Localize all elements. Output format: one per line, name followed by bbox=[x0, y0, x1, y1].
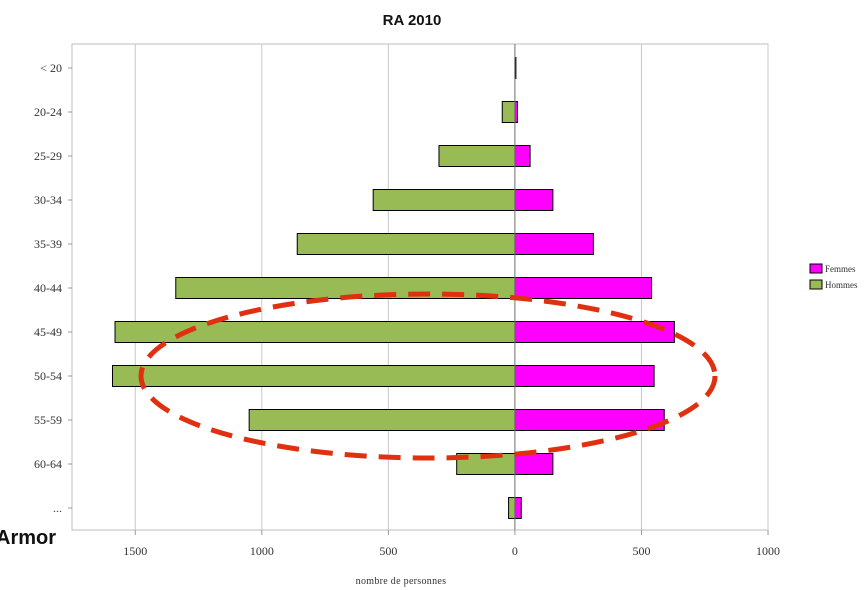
x-tick-labels: 1500 1000 500 0 500 1000 bbox=[123, 530, 780, 558]
y-tick-labels: < 20 20-24 25-29 30-34 35-39 40-44 45-49 50-54 5… bbox=[34, 61, 72, 515]
overlay-label-armor: Armor bbox=[0, 527, 56, 549]
legend: Femmes Hommes bbox=[809, 263, 858, 290]
bar-femmes-5 bbox=[514, 277, 653, 299]
y-tick-label-10: ... bbox=[53, 501, 62, 515]
legend-swatch-femmes bbox=[809, 263, 823, 274]
bar-hommes-8 bbox=[248, 409, 516, 431]
y-tick-label-3: 30-34 bbox=[34, 193, 62, 207]
bar-hommes-3 bbox=[372, 189, 516, 211]
y-tick-label-2: 25-29 bbox=[34, 149, 62, 163]
bar-femmes-2 bbox=[514, 145, 531, 167]
x-tick-label-1: 1000 bbox=[250, 544, 274, 558]
x-tick-label-5: 1000 bbox=[756, 544, 780, 558]
y-tick-label-6: 45-49 bbox=[34, 325, 62, 339]
bar-hommes-7 bbox=[111, 365, 516, 387]
y-tick-label-1: 20-24 bbox=[34, 105, 62, 119]
y-tick-label-5: 40-44 bbox=[34, 281, 62, 295]
legend-label-hommes: Hommes bbox=[825, 280, 858, 290]
x-axis-label: nombre de personnes bbox=[356, 576, 447, 587]
bar-femmes-8 bbox=[514, 409, 665, 431]
bar-hommes-6 bbox=[114, 321, 516, 343]
x-tick-label-2: 500 bbox=[379, 544, 397, 558]
bar-hommes-1 bbox=[501, 101, 516, 123]
y-tick-label-4: 35-39 bbox=[34, 237, 62, 251]
bar-hommes-10 bbox=[508, 497, 516, 519]
bar-femmes-7 bbox=[514, 365, 655, 387]
x-tick-label-3: 0 bbox=[512, 544, 518, 558]
y-tick-label-0: < 20 bbox=[40, 61, 62, 75]
x-tick-label-0: 1500 bbox=[123, 544, 147, 558]
y-tick-label-9: 60-64 bbox=[34, 457, 62, 471]
x-tick-label-4: 500 bbox=[632, 544, 650, 558]
bar-femmes-4 bbox=[514, 233, 594, 255]
bar-femmes-10 bbox=[514, 497, 522, 519]
y-tick-label-8: 55-59 bbox=[34, 413, 62, 427]
chart-title: RA 2010 bbox=[383, 12, 442, 29]
bar-hommes-2 bbox=[438, 145, 516, 167]
bars bbox=[111, 44, 675, 530]
legend-swatch-hommes bbox=[809, 279, 823, 290]
y-tick-label-7: 50-54 bbox=[34, 369, 62, 383]
bar-hommes-4 bbox=[296, 233, 516, 255]
bar-femmes-3 bbox=[514, 189, 554, 211]
legend-label-femmes: Femmes bbox=[825, 264, 856, 274]
bar-femmes-9 bbox=[514, 453, 554, 475]
highlight-ellipse bbox=[138, 291, 718, 461]
